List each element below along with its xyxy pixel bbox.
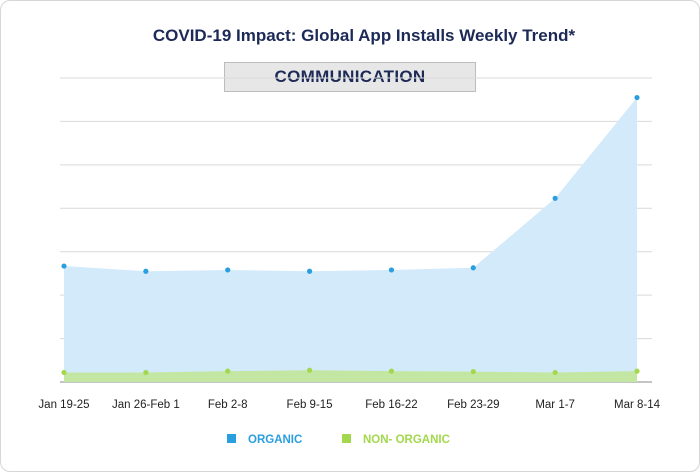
- chart-title: COVID-19 Impact: Global App Installs Wee…: [152, 26, 576, 45]
- point-organic-0: [61, 263, 67, 269]
- series-areas: [64, 97, 637, 383]
- point-non-organic-0: [61, 369, 67, 376]
- chart-subtitle: COMMUNICATION: [224, 62, 476, 92]
- point-non-organic-3: [306, 367, 313, 373]
- point-non-organic-2: [225, 368, 231, 374]
- point-non-organic-7: [634, 368, 640, 374]
- point-organic-7: [634, 94, 640, 101]
- point-organic-1: [143, 268, 149, 274]
- area-organic: [64, 97, 637, 383]
- x-tick-label: Feb 9-15: [287, 399, 333, 411]
- area-non-organic: [64, 370, 637, 382]
- point-non-organic-6: [552, 369, 558, 376]
- point-non-organic-4: [388, 368, 395, 374]
- point-non-organic-1: [143, 369, 149, 376]
- point-organic-3: [306, 268, 313, 274]
- x-tick-label: Feb 23-29: [447, 399, 499, 411]
- legend-label-non-organic: NON- ORGANIC: [363, 434, 450, 446]
- x-tick-label: Feb 2-8: [208, 399, 248, 411]
- x-tick-label: Jan 19-25: [38, 399, 89, 411]
- point-organic-2: [225, 267, 231, 273]
- legend-swatch-non-organic: [342, 434, 351, 443]
- series-points: [61, 94, 640, 376]
- x-tick-label: Feb 16-22: [365, 399, 417, 411]
- legend-label-organic: ORGANIC: [248, 434, 302, 446]
- legend-swatch-organic: [227, 434, 236, 443]
- x-tick-label: Mar 8-14: [614, 399, 661, 411]
- legend: ORGANIC NON- ORGANIC: [227, 434, 450, 446]
- x-axis-ticks: Jan 19-25 Jan 26-Feb 1 Feb 2-8 Feb 9-15 Feb …: [38, 399, 660, 411]
- point-organic-6: [552, 195, 558, 201]
- point-organic-5: [470, 265, 476, 271]
- x-tick-label: Mar 1-7: [535, 399, 575, 411]
- point-non-organic-5: [470, 368, 476, 375]
- x-tick-label: Jan 26-Feb 1: [112, 399, 180, 411]
- point-organic-4: [388, 267, 395, 273]
